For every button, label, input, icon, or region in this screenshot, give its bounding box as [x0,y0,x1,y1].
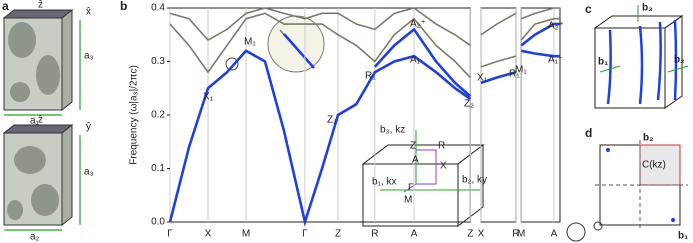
x-tick-label: Z [467,229,473,240]
band-line [169,12,560,79]
point-label: Z₂ [327,115,337,126]
inset-label: M [404,195,412,206]
vector-label: C(kz) [642,160,666,171]
x-tick-label: Γ [302,229,308,240]
inset-label: b₁, kx [372,177,397,188]
vector-label: b₂ [643,133,654,144]
point-label: A₁⁻ [548,55,563,66]
x-tick-label: M [242,229,250,240]
point-label: X₁ [477,73,488,84]
x-tick-label: X [478,229,485,240]
x-tick-label: A [551,229,558,240]
inset-label: R [438,141,445,152]
bz-square [566,140,688,242]
band-line [168,49,560,227]
x-tick-label: A [411,229,418,240]
gyroid-bottom [2,123,74,227]
panel-label: b [120,0,127,13]
panel-label: d [585,126,592,140]
axis-label: ẑ [38,115,43,126]
point-label: R₁ [509,69,520,80]
point-label: A₁ [410,55,421,66]
point-label: R₁ [365,71,376,82]
point-label: Z₂ [464,99,474,110]
axis-label: a₂ [30,232,40,243]
x-tick-label: R [371,229,378,240]
y-tick-label: 0.3 [151,56,165,67]
inset-label: X [440,161,447,172]
vector-label: b₃ [642,3,653,14]
zoom-line [283,33,315,69]
point-label: M₁ [515,65,527,76]
vector-label: b₁ [678,231,688,242]
x-tick-label: Z [335,229,341,240]
y-tick-label: 0.4 [151,3,165,14]
y-axis-label: Frequency (ω|a₃|/2πc) [129,65,140,165]
vector-label: b₂ [674,55,685,66]
vector-label: b₁ [598,57,608,68]
axis-label: ŷ [86,122,91,133]
bz-cube [593,5,689,109]
axis-label: a₁ [30,116,40,127]
gyroid-top [2,8,74,112]
axis-label: a₃ [84,167,94,178]
x-tick-label: X [205,229,212,240]
axis-label: ẑ [38,0,43,11]
x-tick-label: M [517,229,525,240]
point-label: M₁ [244,37,256,48]
band-line [373,22,560,98]
y-tick-label: 0.0 [151,217,165,228]
point-label: X₁ [203,92,214,103]
inset-label: Γ [408,183,414,194]
zoom-spot [225,57,239,71]
y-tick-label: 0.2 [151,110,165,121]
point-label: A₂⁺ [410,19,426,30]
plot-frame [480,7,517,223]
band-line [169,7,560,47]
x-tick-label: R [512,229,519,240]
panel-label: a [2,0,9,13]
x-tick-label: Γ [167,229,173,240]
lattice-vectors [4,20,81,231]
axis-label: a₃ [84,51,94,62]
inset-label: b₃, kz [380,125,405,136]
inset-label: Z [410,141,416,152]
axis-label: x̂ [86,6,91,18]
inset-label: A [412,155,419,166]
inset-label: b₂, ky [462,175,487,186]
point-label: A₂⁺ [548,21,564,32]
panel-label: c [585,2,592,16]
y-tick-label: 0.1 [151,163,165,174]
